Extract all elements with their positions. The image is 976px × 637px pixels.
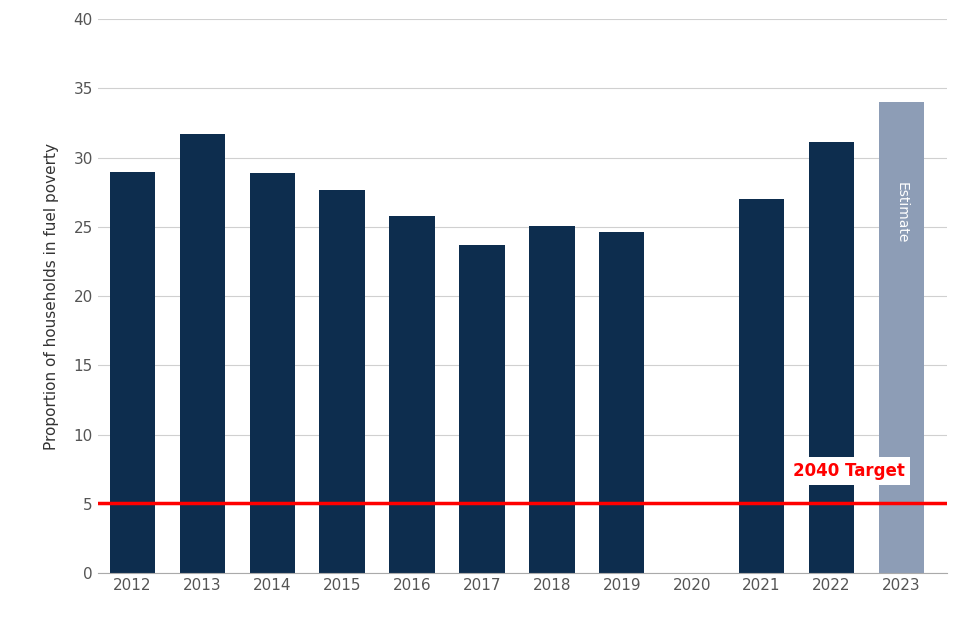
Bar	[250, 173, 295, 573]
Text: Estimate: Estimate	[894, 182, 909, 244]
Bar	[460, 245, 505, 573]
Bar	[389, 216, 434, 573]
Bar	[878, 102, 924, 573]
Bar	[739, 199, 785, 573]
Bar	[180, 134, 225, 573]
Bar	[599, 233, 644, 573]
Bar	[529, 225, 575, 573]
Text: 2040 Target: 2040 Target	[793, 462, 905, 480]
Bar	[809, 143, 854, 573]
Bar	[319, 190, 365, 573]
Y-axis label: Proportion of households in fuel poverty: Proportion of households in fuel poverty	[45, 143, 60, 450]
Bar	[110, 171, 155, 573]
